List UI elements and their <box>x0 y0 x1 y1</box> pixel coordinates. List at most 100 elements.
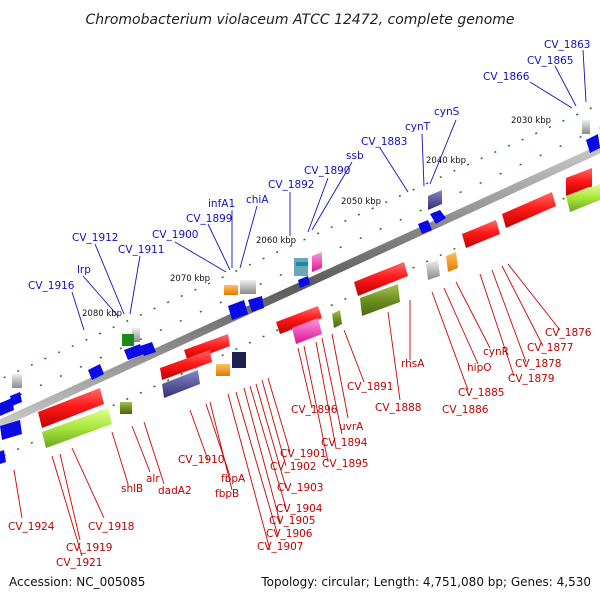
gene-box <box>122 334 134 346</box>
gene-label: CV_1911 <box>118 244 165 256</box>
tick-label: 2030 kbp <box>511 116 551 126</box>
gene-label: CV_1883 <box>361 136 408 148</box>
gene-label: CV_1924 <box>8 521 55 533</box>
kbp-ticks: 2030 kbp 2040 kbp 2050 kbp 2060 kbp 2070… <box>82 116 551 319</box>
gene-label: infA1 <box>208 198 235 210</box>
gene-label: CV_1907 <box>257 541 304 553</box>
gene-box <box>224 285 238 295</box>
gene-label: CV_1910 <box>178 454 225 466</box>
tick-label: 2080 kbp <box>82 309 122 319</box>
gene-label: alr <box>146 473 160 485</box>
gene-label: CV_1888 <box>375 402 422 414</box>
gene-arrow <box>38 388 104 428</box>
gene-label: CV_1877 <box>527 342 574 354</box>
gene-arrow <box>88 364 104 380</box>
upper-features <box>0 120 600 416</box>
gene-arrow <box>502 192 556 228</box>
gene-box <box>292 318 322 344</box>
gene-label: fbpA <box>221 473 246 485</box>
gene-arrow <box>354 262 408 296</box>
tick-label: 2070 kbp <box>170 274 210 284</box>
topology-text: Topology: circular; Length: 4,751,080 bp… <box>260 575 591 589</box>
gene-arrow <box>160 350 212 380</box>
gene-label: shlB <box>121 483 143 495</box>
gene-box <box>42 408 112 448</box>
connectors-top <box>71 49 587 331</box>
gene-label: CV_1878 <box>515 358 562 370</box>
gene-label: CV_1919 <box>66 542 113 554</box>
gene-label: CV_1863 <box>544 39 591 51</box>
gene-arrow <box>566 168 592 196</box>
gene-label: CV_1916 <box>28 280 75 292</box>
gene-box <box>446 252 458 272</box>
gene-arrow <box>276 306 322 334</box>
gene-box <box>216 364 230 376</box>
gene-label: cynR <box>483 346 509 358</box>
gene-label: CV_1892 <box>268 179 315 191</box>
gene-label: cynS <box>434 106 460 118</box>
gene-arrow <box>0 398 14 416</box>
gene-arrow <box>298 276 310 288</box>
gene-label: rhsA <box>401 358 425 370</box>
tick-label: 2040 kbp <box>426 156 466 166</box>
gene-label: CV_1903 <box>277 482 324 494</box>
gene-label: chiA <box>246 194 269 206</box>
gene-label: lrp <box>77 264 91 276</box>
gene-label: CV_1896 <box>291 404 338 416</box>
gene-label: CV_1894 <box>321 437 368 449</box>
gene-arrow <box>140 342 156 356</box>
gene-label: CV_1901 <box>280 448 327 460</box>
gene-label: CV_1890 <box>304 165 351 177</box>
gene-label: fbpB <box>215 488 239 500</box>
gene-label: CV_1918 <box>88 521 135 533</box>
gene-label: CV_1906 <box>266 528 313 540</box>
lower-features <box>0 168 600 464</box>
gene-box <box>332 310 342 328</box>
gene-box <box>12 374 22 388</box>
gene-label: CV_1886 <box>442 404 489 416</box>
tick-label: 2050 kbp <box>341 197 381 207</box>
gene-label: CV_1885 <box>458 387 505 399</box>
tick-label: 2060 kbp <box>256 236 296 246</box>
gene-labels-bottom: CV_1876 CV_1877 cynR CV_1878 CV_1879 hip… <box>8 327 592 569</box>
gene-arrow <box>462 220 500 248</box>
gene-arrow <box>430 210 446 224</box>
gene-label: uvrA <box>339 421 364 433</box>
gene-box <box>294 258 308 276</box>
gene-arrow <box>184 334 230 362</box>
gene-box <box>240 280 256 294</box>
gene-box <box>232 352 246 368</box>
gene-label: CV_1865 <box>527 55 574 67</box>
gene-box <box>132 328 140 342</box>
gene-label: CV_1899 <box>186 213 233 225</box>
gene-label: CV_1891 <box>347 381 394 393</box>
gene-label: ssb <box>346 150 364 162</box>
gene-arrow <box>586 134 600 153</box>
accession-text: Accession: NC_005085 <box>9 575 145 589</box>
gene-box <box>566 184 600 212</box>
gene-label: CV_1902 <box>270 461 317 473</box>
gene-label: CV_1866 <box>483 71 530 83</box>
gene-label: CV_1904 <box>276 503 323 515</box>
gene-label: dadA2 <box>158 485 192 497</box>
gene-box <box>582 120 590 134</box>
gene-label: CV_1905 <box>269 515 316 527</box>
gene-arrow <box>0 420 22 440</box>
gene-box <box>360 284 400 316</box>
gene-label: CV_1879 <box>508 373 555 385</box>
gene-box <box>120 402 132 414</box>
gene-label: CV_1900 <box>152 229 199 241</box>
gene-arrow <box>10 392 22 406</box>
gene-label: CV_1895 <box>322 458 369 470</box>
gene-labels-top: CV_1863 CV_1865 CV_1866 cynS cynT CV_188… <box>28 39 591 292</box>
gene-label: CV_1921 <box>56 557 103 569</box>
gene-arrow <box>418 220 432 234</box>
gene-box <box>312 252 322 272</box>
gene-arrow <box>248 296 264 312</box>
gene-band <box>296 262 308 266</box>
gene-label: CV_1912 <box>72 232 119 244</box>
connectors-bottom <box>13 263 561 557</box>
map-title: Chromobacterium violaceum ATCC 12472, co… <box>85 12 514 28</box>
